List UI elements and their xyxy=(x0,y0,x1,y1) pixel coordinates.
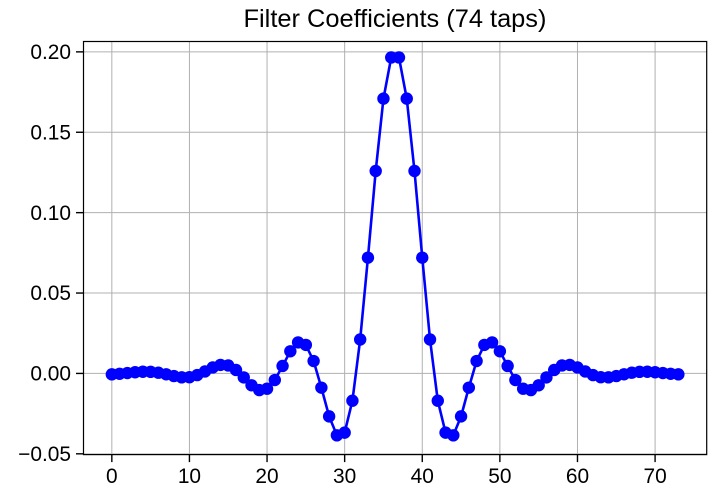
svg-text:0: 0 xyxy=(106,465,118,488)
svg-text:0.05: 0.05 xyxy=(30,282,71,305)
svg-text:Filter Coefficients (74 taps): Filter Coefficients (74 taps) xyxy=(244,5,547,33)
svg-text:40: 40 xyxy=(411,465,434,488)
svg-text:−0.05: −0.05 xyxy=(18,443,71,466)
svg-text:0.20: 0.20 xyxy=(30,41,71,64)
svg-text:0.10: 0.10 xyxy=(30,202,71,225)
svg-text:10: 10 xyxy=(178,465,201,488)
svg-text:60: 60 xyxy=(566,465,589,488)
svg-text:50: 50 xyxy=(488,465,511,488)
svg-text:20: 20 xyxy=(255,465,278,488)
svg-text:30: 30 xyxy=(333,465,356,488)
svg-text:70: 70 xyxy=(643,465,666,488)
svg-text:0.15: 0.15 xyxy=(30,121,71,144)
svg-text:0.00: 0.00 xyxy=(30,363,71,386)
